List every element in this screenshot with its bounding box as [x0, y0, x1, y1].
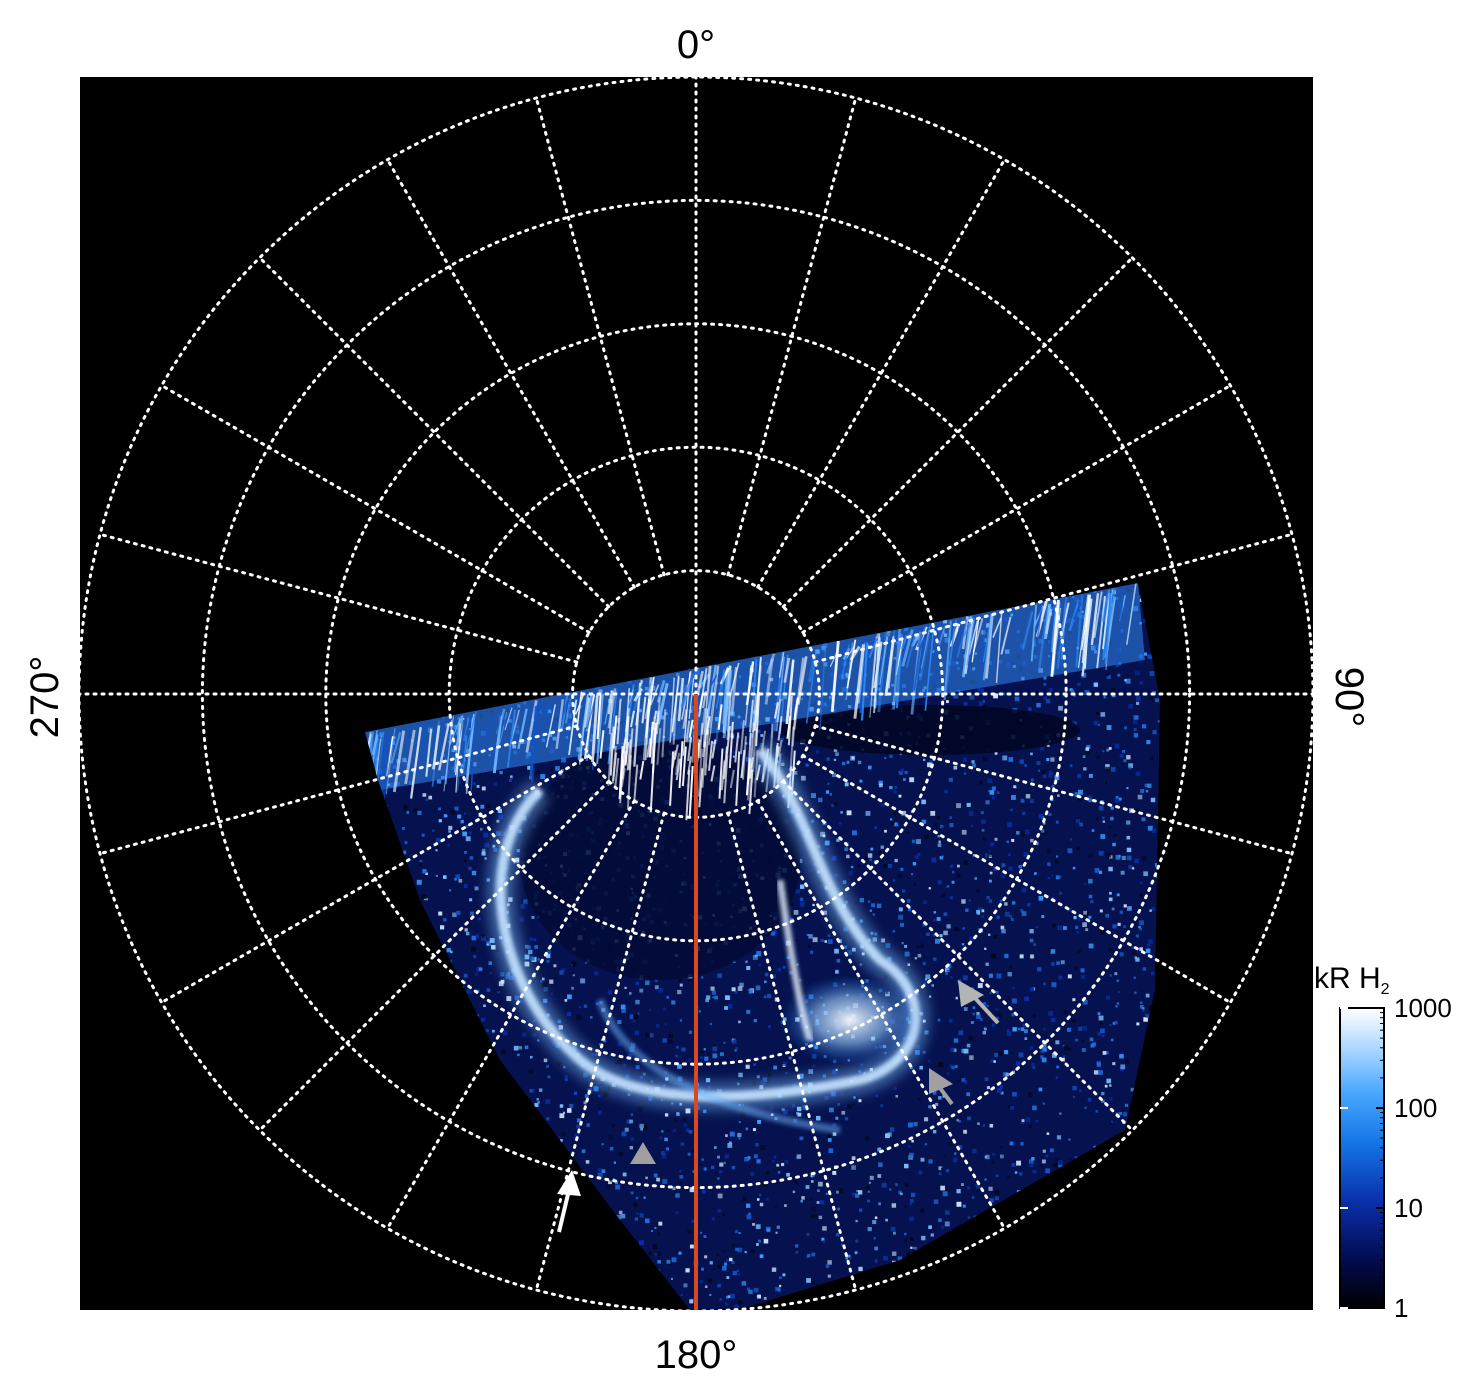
grid-meridian: [386, 158, 636, 589]
colorbar-tick-label: 1: [1394, 1293, 1408, 1323]
angle-label-top: 0°: [677, 23, 715, 67]
grid-meridian: [756, 158, 1006, 589]
bright-emission-spot: [780, 975, 920, 1065]
grid-meridian: [813, 532, 1294, 664]
colorbar-title: kR H2: [1314, 962, 1390, 998]
grid-meridian: [258, 256, 611, 609]
grid-meridian: [258, 779, 611, 1132]
colorbar-tick-label: 10: [1394, 1193, 1423, 1223]
grid-meridian: [160, 384, 591, 634]
grid-meridian: [813, 724, 1294, 856]
grid-meridian: [534, 96, 666, 577]
white-arrow: [557, 1170, 581, 1233]
colorbar-tick-label: 1000: [1394, 993, 1452, 1023]
grid-meridian: [781, 779, 1134, 1132]
colorbar: kR H2 1000 100 10 1: [1314, 962, 1452, 1323]
grid-meridian: [801, 754, 1232, 1004]
angle-label-right: 90°: [1327, 667, 1371, 728]
grid-meridian: [726, 811, 858, 1292]
angle-label-bottom: 180°: [655, 1333, 738, 1377]
gray-arrow-left: [630, 1142, 656, 1164]
grid-meridian: [386, 799, 636, 1230]
grid-meridian: [726, 96, 858, 577]
grid-meridian: [756, 799, 1006, 1230]
grid-meridian: [98, 724, 579, 856]
colorbar-gradient: [1339, 1007, 1385, 1309]
angle-label-left: 270°: [23, 656, 67, 739]
grid-meridian: [98, 532, 579, 664]
grid-meridian: [801, 384, 1232, 634]
colorbar-tick-label: 100: [1394, 1093, 1437, 1123]
grid-meridian: [160, 754, 591, 1004]
gray-arrow-mid: [929, 1068, 954, 1106]
grid-meridian: [534, 811, 666, 1292]
colorbar-ticks: 1000 100 10 1: [1340, 993, 1452, 1323]
grid-meridian: [781, 256, 1134, 609]
gray-arrow-right: [958, 980, 1000, 1025]
